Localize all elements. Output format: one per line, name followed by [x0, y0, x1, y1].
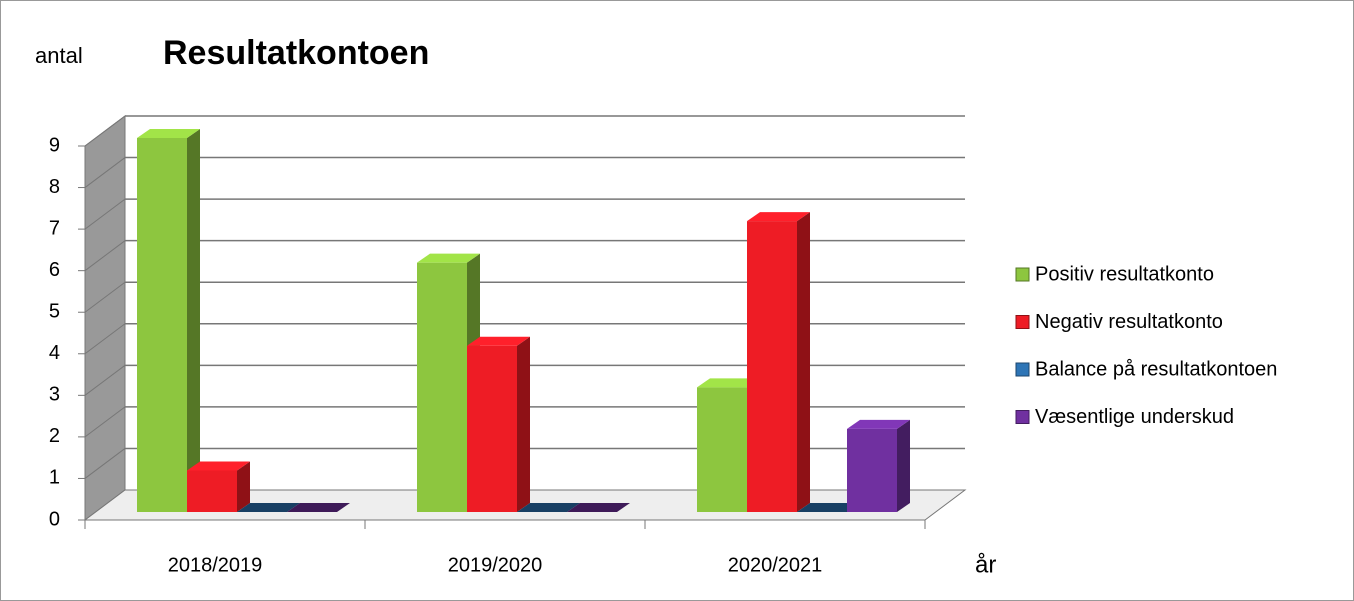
grid-line [84, 406, 126, 438]
bar-top [287, 503, 350, 512]
x-tick-label: 2020/2021 [728, 554, 823, 576]
bar [237, 503, 300, 512]
bar-top [137, 129, 200, 138]
bar-front [747, 221, 797, 512]
x-tick-label: 2018/2019 [168, 554, 263, 576]
bar [467, 336, 530, 512]
bar-top [797, 503, 860, 512]
y-tick-label: 8 [49, 176, 60, 198]
legend-swatch [1015, 410, 1030, 424]
bar-top [517, 503, 580, 512]
bar [137, 129, 200, 512]
legend-label: Negativ resultatkonto [1035, 311, 1223, 333]
bar [847, 419, 910, 512]
bar-front [697, 387, 747, 512]
y-tick-label: 9 [49, 134, 60, 156]
legend-swatch [1015, 267, 1030, 282]
y-tick-label: 6 [49, 259, 60, 281]
side-wall [84, 115, 126, 521]
legend-swatch [1015, 315, 1030, 329]
bar-top [467, 336, 530, 346]
bar [797, 503, 860, 512]
bar-top [417, 253, 480, 263]
grid-line [84, 198, 126, 230]
bar-top [567, 503, 630, 512]
bar [517, 503, 580, 512]
bar-front [417, 262, 467, 512]
bar-top [847, 419, 910, 429]
legend-label: Væsentlige underskud [1035, 406, 1234, 428]
bar-top [697, 378, 760, 388]
bar-side [237, 461, 250, 512]
y-tick-label: 0 [49, 508, 60, 530]
bar-front [187, 470, 237, 512]
x-tick-label: 2019/2020 [448, 554, 543, 576]
chart-title: Resultatkontoen [163, 34, 429, 72]
bar-front [467, 345, 517, 512]
grid-line [84, 448, 126, 479]
bar [747, 212, 810, 512]
x-axis-label: år [975, 551, 996, 578]
legend-swatch [1015, 362, 1030, 377]
legend-label: Balance på resultatkontoen [1035, 358, 1277, 380]
grid-line [84, 240, 126, 272]
bar-top [747, 212, 810, 222]
legend-label: Positiv resultatkonto [1035, 263, 1214, 285]
bar-top [237, 503, 300, 512]
bar-side [797, 212, 810, 512]
y-tick-label: 1 [49, 467, 60, 489]
bar-side [517, 336, 530, 512]
grid-line [84, 115, 126, 147]
grid-line [84, 364, 126, 396]
bar [287, 503, 350, 512]
y-tick-label: 3 [49, 384, 60, 406]
y-tick-label: 5 [49, 301, 60, 323]
bar-top [187, 461, 250, 471]
y-tick-label: 7 [49, 217, 60, 239]
bar-front [137, 138, 187, 512]
bar [567, 503, 630, 512]
grid-line [84, 323, 126, 355]
y-tick-label: 4 [49, 342, 60, 364]
bar [187, 461, 250, 512]
grid-line [84, 157, 126, 188]
y-axis-label: antal [35, 43, 83, 68]
bar-side [897, 419, 910, 512]
y-tick-label: 2 [49, 425, 60, 447]
bar-side [187, 129, 200, 512]
grid-line [84, 281, 126, 313]
bar-front [847, 428, 897, 512]
